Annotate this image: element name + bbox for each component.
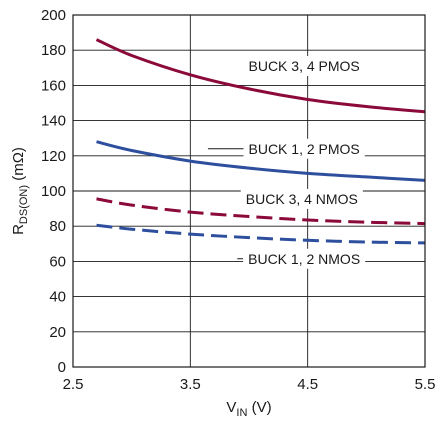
series-label-1: BUCK 3, 4 PMOS [249,58,360,74]
x-axis-title-suffix: (V) [247,399,271,416]
y-axis-title-sub: DS(ON) [18,185,30,224]
x-tick-label: 3.5 [180,376,201,393]
y-axis-title-main: R [10,224,27,235]
series-label-4: BUCK 1, 2 NMOS [248,251,360,267]
y-tick-label: 140 [41,113,66,130]
tick-layer: 0 20 40 60 80 100 120 140 160 180 200 2.5 3.5 4.5 5.5 [41,7,435,393]
y-tick-label: 200 [41,7,66,24]
y-tick-label: 160 [41,77,66,94]
x-axis-title: VIN (V) [226,399,271,419]
series-line-4 [96,223,426,245]
y-tick-label: 100 [41,183,66,200]
y-axis-title-suffix: (mΩ) [10,147,27,185]
series-layer [95,38,426,245]
series-label-2: BUCK 1, 2 PMOS [249,141,360,157]
series-label-bg-4 [243,248,366,269]
series-label-bg-2 [243,138,365,159]
series-line-3 [96,197,426,226]
series-label-bg-1 [243,56,365,77]
x-axis-title-main: V [226,399,236,416]
x-tick-label: 5.5 [415,376,436,393]
x-axis-title-sub: IN [236,407,247,419]
series-line-1 [95,38,426,114]
y-tick-label: 180 [41,42,66,59]
plot-frame [72,14,426,368]
x-tick-label: 2.5 [63,376,84,393]
series-line-2 [96,140,426,182]
y-tick-label: 60 [49,253,66,270]
y-tick-label: 20 [49,324,66,341]
y-tick-label: 120 [41,148,66,165]
y-axis-title: RDS(ON) (mΩ) [10,147,30,235]
series-label-bg-3 [240,188,363,209]
y-tick-label: 0 [58,359,66,376]
y-tick-label: 80 [49,218,66,235]
series-label-3: BUCK 3, 4 NMOS [246,191,358,207]
annotation-layer: BUCK 3, 4 PMOS BUCK 1, 2 PMOS BUCK 3, 4 NM… [207,56,366,269]
x-tick-label: 4.5 [297,376,318,393]
y-tick-label: 40 [49,289,66,306]
